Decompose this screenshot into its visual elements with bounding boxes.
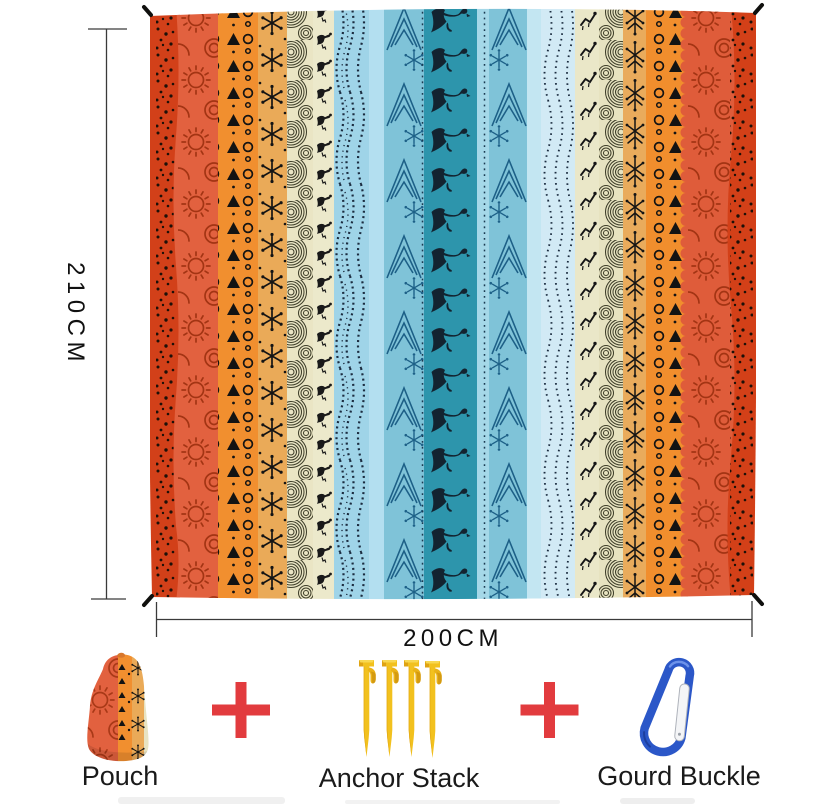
svg-text:Pouch: Pouch (82, 761, 159, 791)
svg-text:200CM: 200CM (403, 625, 503, 652)
svg-text:Anchor Stack: Anchor Stack (319, 763, 480, 793)
svg-text:Gourd Buckle: Gourd Buckle (597, 761, 761, 791)
svg-text:210CM: 210CM (62, 262, 89, 367)
